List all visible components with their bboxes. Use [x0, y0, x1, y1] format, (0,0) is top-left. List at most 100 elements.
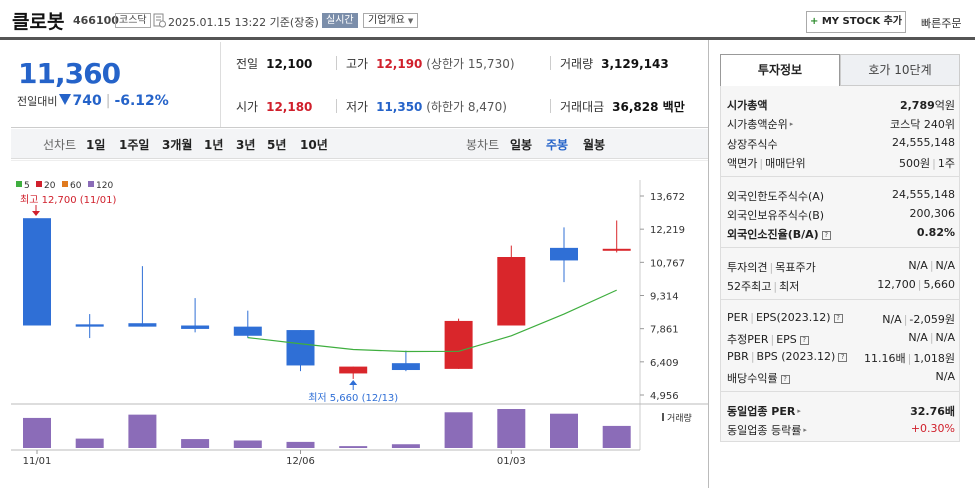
company-info-label: 기업개요	[368, 15, 405, 26]
y-tick-label: 7,861	[650, 325, 679, 336]
period-3m[interactable]: 3개월	[162, 138, 193, 152]
y-tick-label: 13,672	[650, 192, 685, 203]
row-opinion: 투자의견 | 목표주가 N/A | N/A	[727, 259, 955, 274]
volume-bar	[391, 444, 420, 448]
ma5-line	[247, 289, 617, 353]
candle-monthly[interactable]: 월봉	[583, 138, 606, 152]
stock-chart[interactable]: 5 20 60 120 13,672 12,219 10,767 9,314 7,861 6,40…	[0, 160, 708, 488]
candle-body	[181, 325, 210, 329]
help-icon[interactable]: ?	[833, 314, 843, 323]
volume-bar	[444, 412, 473, 448]
volume-bar	[339, 446, 368, 448]
realtime-badge[interactable]: 실시간	[322, 13, 358, 28]
row-est-per: 추정PER | EPS? N/A | N/A	[727, 331, 955, 346]
y-tick-label: 12,219	[650, 225, 685, 236]
legend-swatch-20	[36, 181, 42, 187]
period-3y[interactable]: 3년	[236, 138, 256, 152]
document-icon	[153, 13, 166, 28]
legend-label-60: 60	[70, 181, 82, 191]
period-1y[interactable]: 1년	[204, 138, 224, 152]
y-tick-label: 4,956	[650, 391, 679, 402]
volume-bar	[128, 414, 157, 448]
candle-weekly[interactable]: 주봉	[546, 138, 569, 152]
candle-body	[339, 366, 368, 374]
chevron-right-icon: ▸	[789, 120, 794, 128]
max-price-label: 최고 12,700 (11/01)	[20, 194, 116, 206]
candle-body	[75, 324, 104, 327]
candle-body	[497, 257, 526, 326]
legend-swatch-60	[62, 181, 68, 187]
period-1d[interactable]: 1일	[86, 138, 106, 152]
row-52w: 52주최고 | 최저 12,700 | 5,660	[727, 278, 955, 293]
row-per: PER | EPS(2023.12)? N/A | -2,059원	[727, 311, 955, 326]
volume-bar	[497, 409, 526, 448]
row-pbr: PBR | BPS (2023.12)? 11.16배 | 1,018원	[727, 350, 955, 365]
stat-low: 저가 11,350 (하한가 8,470)	[346, 100, 507, 114]
update-datetime: 2025.01.15 13:22 기준(장중)	[168, 16, 319, 29]
x-tick-label: 01/03	[497, 456, 526, 467]
change-label: 전일대비	[17, 95, 58, 108]
candle-body	[550, 247, 578, 261]
plus-icon: +	[809, 16, 819, 27]
current-price-box: 11,360 전일대비 740 | -6.12%	[11, 42, 221, 128]
add-mystock-button[interactable]: + MY STOCK 추가	[806, 11, 906, 33]
stock-header: 클로봇 466100 코스닥 2025.01.15 13:22 기준(장중) 실…	[0, 0, 975, 40]
row-industry-rate: 동일업종 등락률 ▸ +0.30%	[727, 422, 955, 437]
chevron-right-icon: ▸	[797, 407, 801, 415]
price-stats: 전일 12,100 고가 12,190 (상한가 15,730) 거래량 3,129,…	[222, 42, 708, 128]
quick-order-link[interactable]: 빠른주문	[921, 17, 962, 30]
investment-info-panel: 시가총액 2,789억원 시가총액순위 ▸ 코스닥 240위 상장주식수 24,5…	[720, 86, 960, 442]
stat-open: 시가 12,180	[236, 100, 313, 114]
min-price-label: 최저 5,660 (12/13)	[308, 392, 398, 404]
stock-code: 466100	[73, 14, 119, 27]
x-tick-label: 11/01	[23, 456, 52, 467]
legend-swatch-120	[88, 181, 94, 187]
line-chart-label: 선차트	[43, 138, 77, 152]
stat-high: 고가 12,190 (상한가 15,730)	[346, 57, 515, 71]
y-tick-label: 9,314	[650, 292, 679, 303]
candle-chart-label: 봉차트	[466, 138, 500, 152]
period-5y[interactable]: 5년	[267, 138, 287, 152]
chevron-right-icon: ▸	[803, 426, 807, 434]
market-badge: 코스닥	[115, 13, 151, 28]
help-icon[interactable]: ?	[799, 336, 809, 345]
candle-body	[444, 320, 473, 369]
down-triangle-icon	[59, 94, 72, 105]
change-amount: 740	[72, 93, 102, 109]
tab-investment-info[interactable]: 투자정보	[720, 54, 840, 86]
legend-label-120: 120	[96, 181, 113, 191]
row-listed-shares: 상장주식수 24,555,148	[727, 136, 955, 151]
volume-label: 거래량	[667, 412, 692, 424]
help-icon[interactable]: ?	[838, 353, 848, 362]
stock-name: 클로봇	[12, 11, 65, 33]
period-10y[interactable]: 10년	[300, 138, 328, 152]
candle-body	[128, 323, 157, 327]
company-info-dropdown[interactable]: 기업개요 ▼	[363, 13, 419, 28]
tab-order-book[interactable]: 호가 10단계	[840, 54, 960, 86]
legend-label-5: 5	[24, 181, 30, 191]
current-price: 11,360	[18, 57, 121, 90]
volume-bar	[233, 440, 262, 448]
stat-prev-close: 전일 12,100	[236, 57, 313, 71]
period-1w[interactable]: 1주일	[119, 138, 150, 152]
candle-body	[233, 326, 262, 336]
help-icon[interactable]: ?	[780, 375, 790, 384]
candle-body	[602, 248, 631, 251]
side-tabs: 투자정보 호가 10단계	[720, 54, 960, 86]
mystock-label: MY STOCK 추가	[821, 16, 903, 27]
chart-period-bar: 선차트 1일 1주일 3개월 1년 3년 5년 10년 봉차트 일봉 주봉 월봉	[11, 129, 708, 159]
legend-swatch-5	[16, 181, 22, 187]
stat-volume: 거래량 3,129,143	[560, 57, 669, 71]
candle-daily[interactable]: 일봉	[510, 138, 533, 152]
row-par-value: 액면가 | 매매단위 500원 | 1주	[727, 157, 955, 170]
volume-bar	[23, 417, 51, 448]
volume-bar	[602, 425, 631, 448]
volume-legend-mark	[662, 413, 664, 421]
help-icon[interactable]: ?	[821, 231, 831, 240]
row-foreign-holdings: 외국인보유주식수(B) 200,306	[727, 207, 955, 222]
row-dividend: 배당수익률? N/A	[727, 370, 955, 385]
candle-body	[286, 330, 315, 366]
row-market-cap-rank: 시가총액순위 ▸ 코스닥 240위	[727, 118, 955, 131]
row-foreign-rate: 외국인소진율(B/A)? 0.82%	[727, 226, 955, 241]
row-industry-per: 동일업종 PER ▸ 32.76배	[727, 405, 955, 418]
